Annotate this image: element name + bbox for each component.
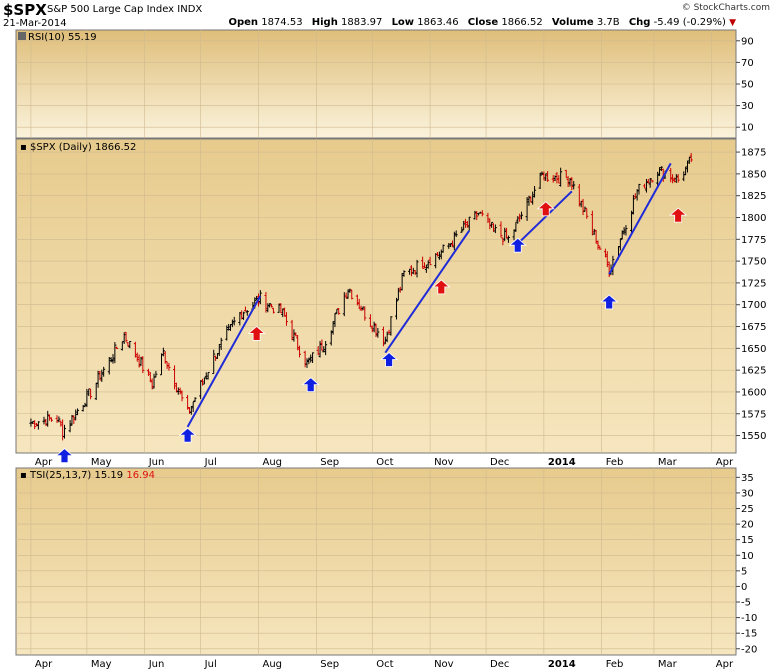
- tsi-value: ▪ TSI(25,13,7) 15.19: [20, 470, 126, 481]
- x-tick-label: Jun: [148, 457, 165, 468]
- rsi-legend: RSI(10) 55.19: [28, 32, 97, 43]
- y-tick-label: 10: [741, 123, 754, 134]
- security-name: S&P 500 Large Cap Index INDX: [47, 4, 203, 15]
- y-tick-label: -20: [741, 644, 757, 655]
- price-legend: ▪ $SPX (Daily) 1866.52: [20, 142, 136, 153]
- y-tick-label: 0: [741, 582, 747, 593]
- x-tick-label: Oct: [376, 659, 393, 670]
- sell-signal-arrow-icon: [247, 325, 266, 341]
- y-tick-label: 90: [741, 36, 754, 47]
- buy-signal-arrow-icon: [55, 448, 74, 463]
- trendline: [608, 162, 672, 275]
- x-tick-label: Nov: [434, 457, 454, 468]
- down-triangle-icon: ▼: [729, 18, 736, 28]
- y-tick-label: 30: [741, 101, 754, 112]
- y-tick-label: 1850: [741, 169, 766, 180]
- trendline: [517, 190, 573, 245]
- y-tick-label: 1675: [741, 322, 766, 333]
- y-tick-label: -15: [741, 629, 757, 640]
- x-tick-label: Apr: [716, 457, 734, 468]
- y-tick-label: 1800: [741, 213, 766, 224]
- y-tick-label: 1575: [741, 409, 766, 420]
- tsi-legend: ▪ TSI(25,13,7) 15.19 16.94: [20, 470, 155, 481]
- x-tick-label: Jun: [148, 659, 165, 670]
- buy-signal-arrow-icon: [178, 427, 197, 443]
- chart-header: $SPX S&P 500 Large Cap Index INDX 21-Mar…: [0, 0, 780, 36]
- y-tick-label: -10: [741, 613, 757, 624]
- panel-background: [15, 467, 737, 656]
- chart-date: 21-Mar-2014: [3, 18, 67, 29]
- y-tick-label: 15: [741, 535, 754, 546]
- y-tick-label: 1650: [741, 344, 766, 355]
- y-tick-label: 1725: [741, 278, 766, 289]
- stockcharts-logo: © StockCharts.com: [681, 3, 770, 13]
- x-tick-label: Aug: [262, 457, 282, 468]
- x-tick-label: Apr: [35, 457, 53, 468]
- y-tick-label: 1700: [741, 300, 766, 311]
- buy-signal-arrow-icon: [600, 294, 619, 310]
- x-tick-label: Jul: [204, 457, 217, 468]
- sell-signal-arrow-icon: [536, 201, 555, 217]
- x-tick-label: Apr: [716, 659, 734, 670]
- y-tick-label: 10: [741, 551, 754, 562]
- x-tick-label: Sep: [320, 457, 339, 468]
- y-tick-label: -5: [741, 598, 751, 609]
- y-tick-label: 1775: [741, 235, 766, 246]
- y-tick-label: 70: [741, 58, 754, 69]
- buy-signal-arrow-icon: [508, 237, 527, 253]
- x-tick-label: Oct: [376, 457, 393, 468]
- x-tick-label: May: [91, 457, 112, 468]
- buy-signal-arrow-icon: [301, 377, 320, 393]
- x-tick-label: Mar: [658, 457, 678, 468]
- tsi-panel: -20 -15 -10 -5 0 5 10 15 20 25 30 35 ▪ TSI(25,13,7) …: [15, 467, 757, 670]
- buy-signal-arrow-icon: [379, 351, 399, 367]
- y-tick-label: 30: [741, 488, 754, 499]
- y-tick-label: 1625: [741, 366, 766, 377]
- x-tick-label: Feb: [606, 457, 624, 468]
- x-tick-label: Aug: [262, 659, 282, 670]
- y-tick-label: 1750: [741, 257, 766, 268]
- trendline: [384, 230, 471, 354]
- y-tick-label: 50: [741, 80, 754, 91]
- symbol: $SPX: [3, 1, 47, 19]
- x-tick-label: 2014: [548, 457, 576, 468]
- x-tick-label: Mar: [658, 659, 678, 670]
- tsi-signal-value: 16.94: [126, 470, 155, 481]
- panel-background: [15, 138, 737, 454]
- y-tick-label: 1875: [741, 148, 766, 159]
- x-tick-label: Dec: [490, 659, 509, 670]
- price-panel: 1550 1575 1600 1625 1650 1675 1700 1725 1750 1775…: [15, 138, 766, 468]
- y-tick-label: 1550: [741, 431, 766, 442]
- trendline: [186, 295, 262, 428]
- x-tick-label: May: [91, 659, 112, 670]
- legend-swatch: [18, 32, 26, 40]
- x-tick-label: 2014: [548, 659, 576, 670]
- y-tick-label: 1600: [741, 387, 766, 398]
- sell-signal-arrow-icon: [669, 207, 688, 223]
- x-tick-label: Apr: [35, 659, 53, 670]
- x-tick-label: Sep: [320, 659, 339, 670]
- y-tick-label: 5: [741, 566, 747, 577]
- y-tick-label: 1825: [741, 191, 766, 202]
- ohlc-readout: Open 1874.53 High 1883.97 Low 1863.46 Cl…: [228, 17, 736, 28]
- x-tick-label: Feb: [606, 659, 624, 670]
- x-tick-label: Nov: [434, 659, 454, 670]
- y-tick-label: 20: [741, 520, 754, 531]
- rsi-panel: 10 30 50 70 90 RSI(10) 55.19: [15, 29, 754, 139]
- x-tick-label: Dec: [490, 457, 509, 468]
- x-tick-label: Jul: [204, 659, 217, 670]
- y-tick-label: 35: [741, 473, 754, 484]
- y-tick-label: 25: [741, 504, 754, 515]
- sell-signal-arrow-icon: [432, 279, 451, 295]
